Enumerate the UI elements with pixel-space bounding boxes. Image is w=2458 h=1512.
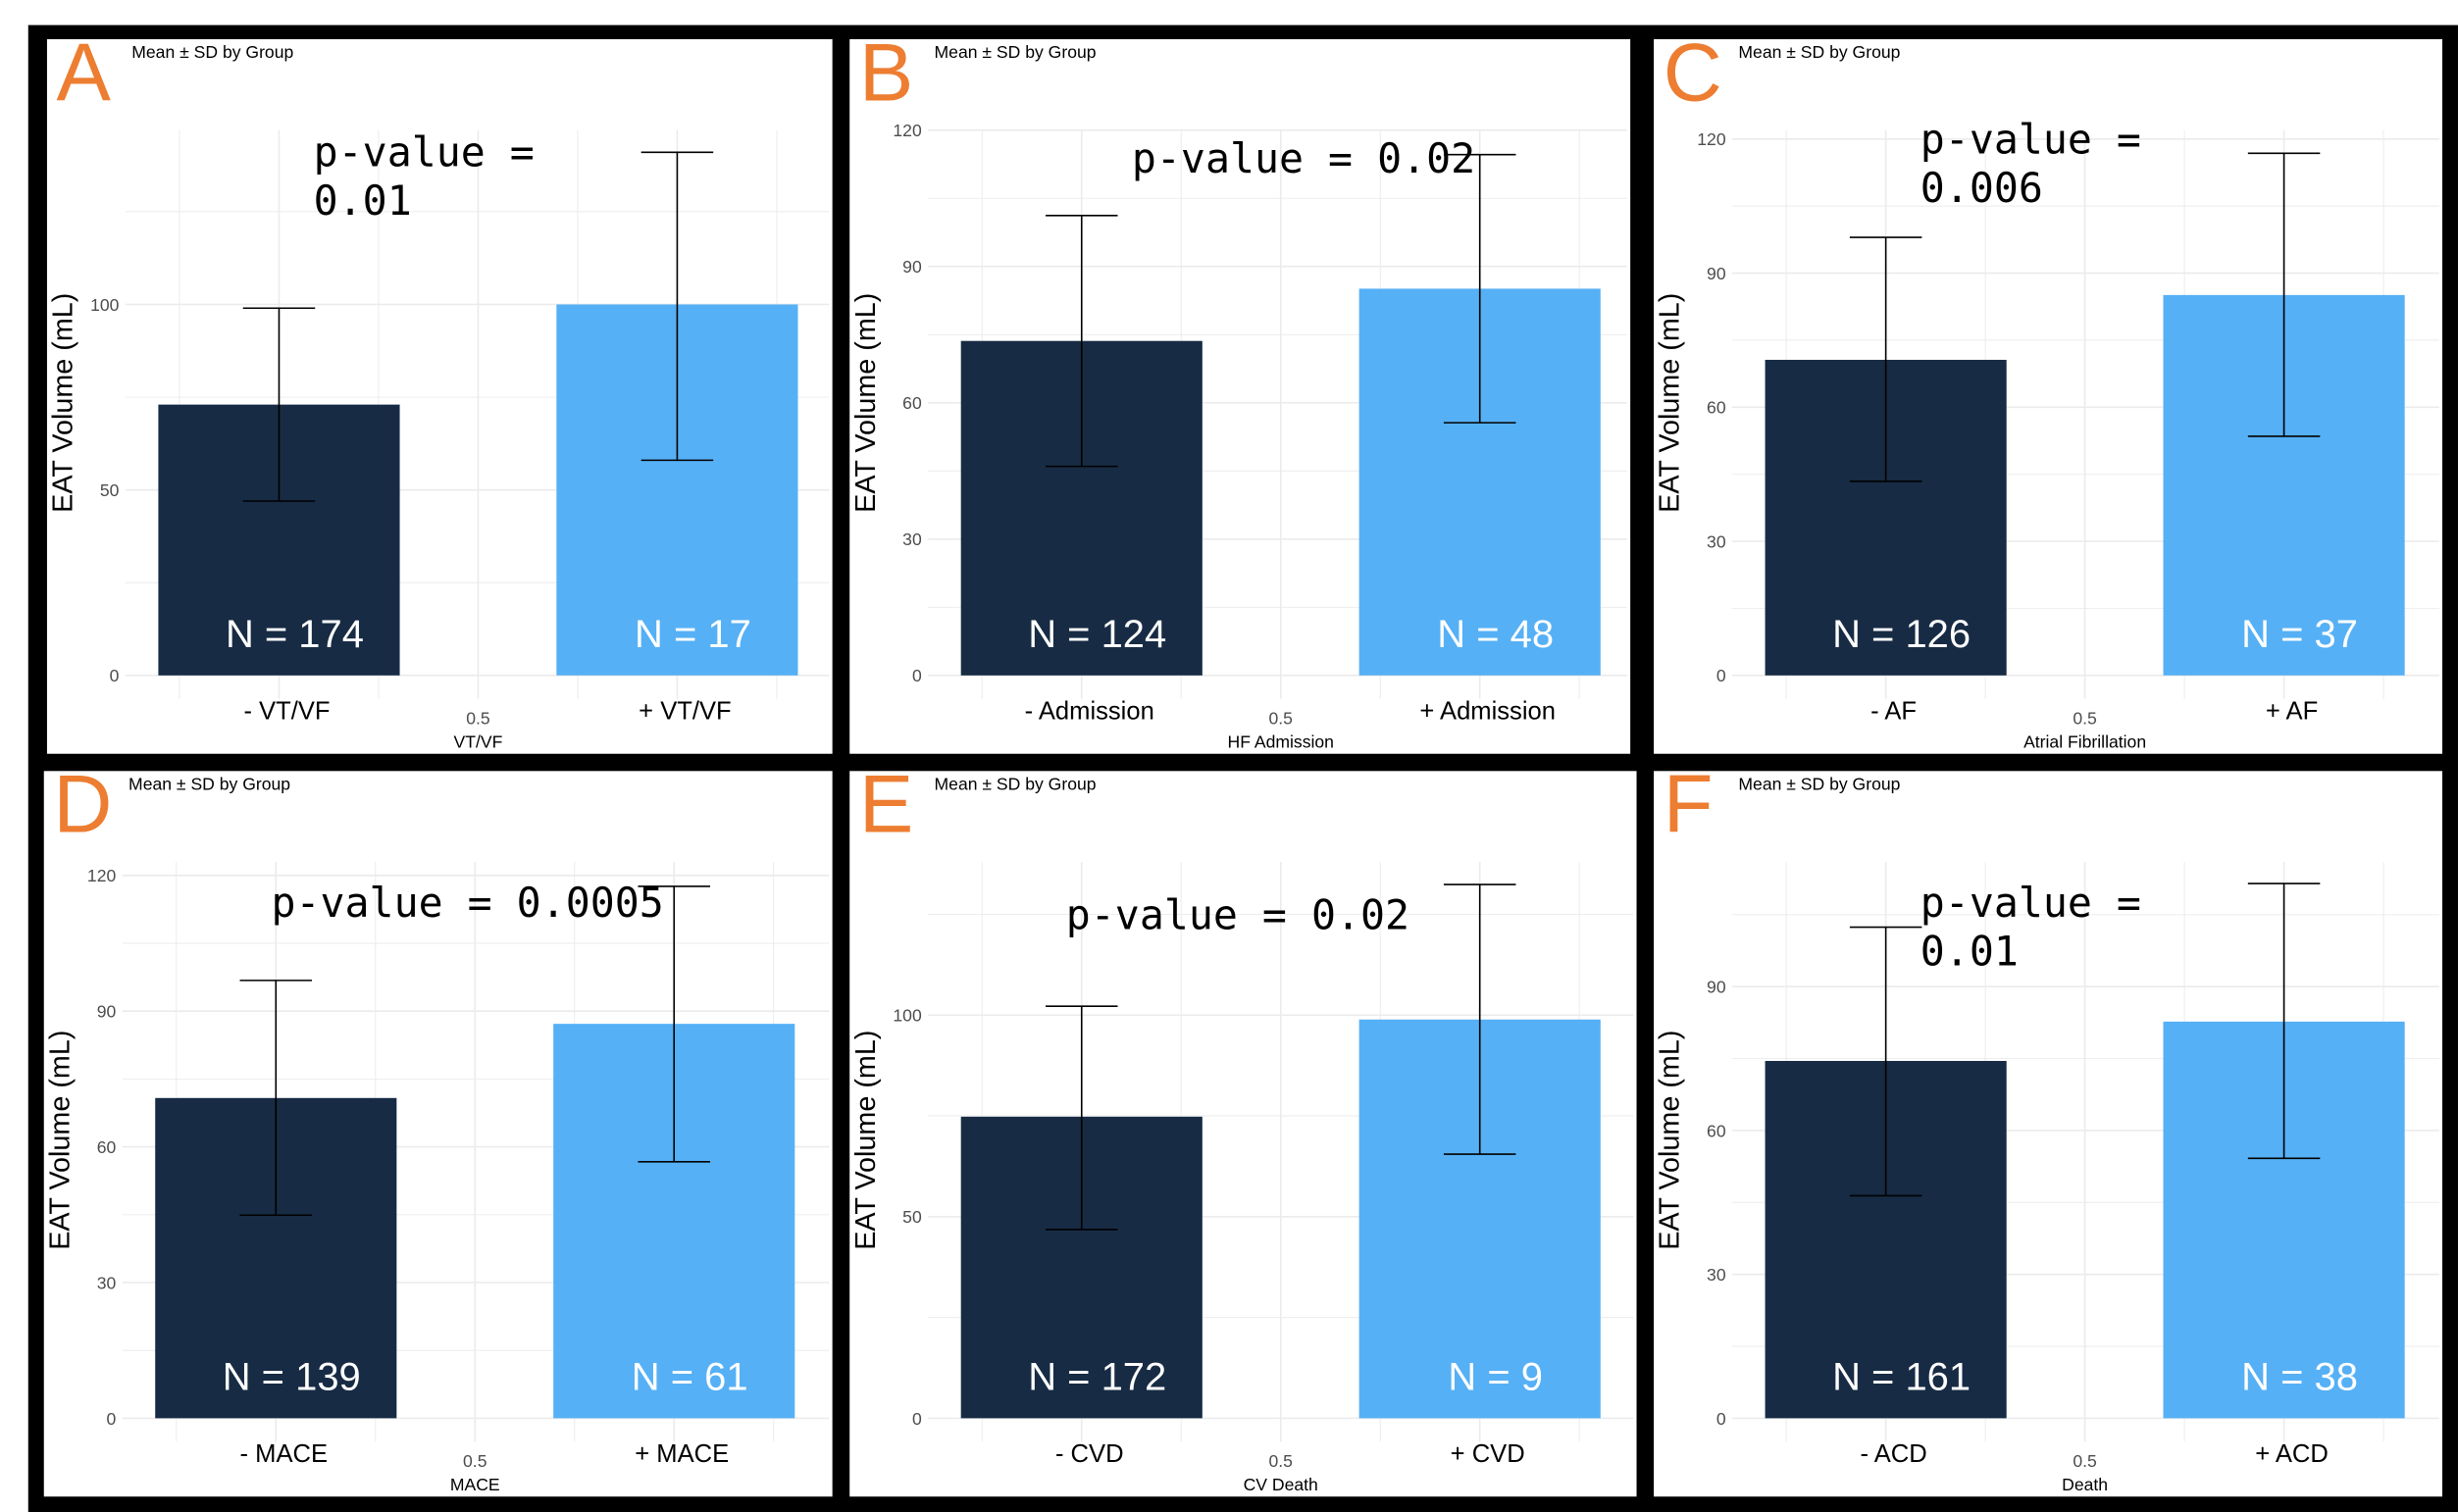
n-label: N = 9 [1448, 1356, 1543, 1399]
n-label: N = 161 [1832, 1356, 1971, 1399]
y-tick-label: 120 [1697, 129, 1726, 149]
y-tick-label: 0 [1716, 1409, 1726, 1429]
x-axis-label: MACE [450, 1475, 500, 1494]
p-value-annotation: p-value = 0.02 [1065, 892, 1410, 940]
y-tick-label: 0 [106, 1409, 116, 1429]
chart-svg: 0 30 60 90 120 N = 126 - AF N = 37 + AF 0.5 Atrial… [1655, 129, 2439, 751]
y-tick-label: 30 [1707, 531, 1726, 551]
n-label: N = 61 [632, 1356, 748, 1399]
y-tick-label: 0 [912, 666, 922, 685]
n-label: N = 124 [1028, 613, 1166, 656]
x-category-label: - AF [1870, 698, 1917, 726]
x-category-label: + CVD [1451, 1440, 1525, 1468]
chart-panel-F: 0 30 60 90 N = 161 - ACD N = 38 + ACD 0.5 Death EA… [1654, 771, 2442, 1497]
y-tick-label: 30 [1707, 1265, 1726, 1285]
y-tick-label: 60 [97, 1137, 117, 1157]
chart-title: Mean ± SD by Group [934, 43, 1097, 63]
y-tick-label: 90 [1707, 978, 1726, 997]
y-tick-label: 90 [97, 1002, 117, 1022]
chart-svg: 0 30 60 90 N = 161 - ACD N = 38 + ACD 0.5 Death EA… [1655, 862, 2439, 1494]
x-axis-label: Death [2062, 1475, 2108, 1494]
x-axis-label: VT/VF [454, 731, 503, 751]
x-category-label: - MACE [240, 1440, 328, 1468]
chart-panel-D: 0 30 60 90 120 N = 139 - MACE N = 61 + MACE 0.5 MA… [43, 771, 833, 1497]
panel-letter: E [858, 771, 914, 851]
x-category-label: - VT/VF [243, 698, 330, 726]
x-tick-label: 0.5 [463, 1451, 487, 1471]
chart-panel-B: 0 30 60 90 120 N = 124 - Admission N = 48 + Admi… [849, 38, 1631, 754]
y-axis-label: EAT Volume (mL) [1655, 293, 1686, 513]
x-category-label: + AF [2266, 698, 2318, 726]
p-value-annotation: p-value = 0.02 [1131, 136, 1476, 183]
chart-title: Mean ± SD by Group [934, 776, 1097, 795]
y-tick-label: 120 [893, 121, 922, 140]
chart-panel-E: 0 50 100 N = 172 - CVD N = 9 + CVD 0.5 CV Death E… [849, 771, 1637, 1497]
y-tick-label: 90 [902, 257, 922, 277]
p-value-annotation: p-value = 0.01 [1920, 881, 2141, 977]
y-tick-label: 0 [110, 666, 120, 685]
panel-letter: A [56, 38, 111, 120]
x-category-label: + VT/VF [639, 698, 731, 726]
chart-panel-C: 0 30 60 90 120 N = 126 - AF N = 37 + AF 0.5 Atrial… [1654, 38, 2442, 754]
chart-svg: 0 30 60 90 120 N = 139 - MACE N = 61 + MACE 0.5 MA… [44, 862, 830, 1494]
chart-svg: 0 50 100 N = 174 - VT/VF N = 17 + VT/VF 0.5 VT/V… [48, 129, 830, 751]
y-tick-label: 100 [90, 295, 120, 315]
x-tick-label: 0.5 [466, 708, 490, 728]
x-tick-label: 0.5 [2073, 1451, 2097, 1471]
x-category-label: + MACE [635, 1440, 729, 1468]
x-category-label: - CVD [1055, 1440, 1124, 1468]
chart-panel-A: 0 50 100 N = 174 - VT/VF N = 17 + VT/VF 0.5 VT/V… [46, 38, 833, 754]
y-tick-label: 30 [97, 1273, 117, 1292]
x-axis-label: CV Death [1244, 1475, 1318, 1494]
y-tick-label: 120 [87, 866, 117, 885]
x-category-label: - ACD [1861, 1440, 1927, 1468]
y-axis-label: EAT Volume (mL) [1655, 1031, 1686, 1250]
n-label: N = 37 [2241, 613, 2358, 656]
y-tick-label: 60 [1707, 1121, 1726, 1140]
p-value-annotation: p-value = 0.01 [313, 129, 535, 227]
y-tick-label: 50 [902, 1207, 922, 1227]
n-label: N = 172 [1028, 1356, 1166, 1399]
n-label: N = 139 [223, 1356, 361, 1399]
n-label: N = 17 [635, 613, 751, 656]
y-axis-label: EAT Volume (mL) [44, 1031, 76, 1250]
n-label: N = 38 [2241, 1356, 2358, 1399]
n-label: N = 126 [1832, 613, 1971, 656]
chart-title: Mean ± SD by Group [1738, 776, 1901, 795]
chart-svg: 0 30 60 90 120 N = 124 - Admission N = 48 + Admi… [850, 121, 1627, 751]
x-tick-label: 0.5 [1269, 1451, 1294, 1471]
y-tick-label: 0 [912, 1409, 922, 1429]
panel-letter: D [53, 771, 113, 851]
x-axis-label: Atrial Fibrillation [2023, 731, 2146, 751]
x-category-label: + Admission [1419, 698, 1556, 726]
chart-svg: 0 50 100 N = 172 - CVD N = 9 + CVD 0.5 CV Death E… [850, 862, 1634, 1494]
p-value-annotation: p-value = 0.006 [1920, 117, 2141, 214]
y-tick-label: 90 [1707, 264, 1726, 283]
x-category-label: - Admission [1025, 698, 1154, 726]
chart-title: Mean ± SD by Group [128, 776, 291, 795]
y-axis-label: EAT Volume (mL) [48, 293, 79, 513]
chart-title: Mean ± SD by Group [131, 43, 294, 63]
n-label: N = 174 [226, 613, 364, 656]
y-tick-label: 0 [1716, 666, 1726, 685]
x-category-label: + ACD [2255, 1440, 2329, 1468]
p-value-annotation: p-value = 0.0005 [271, 881, 664, 929]
y-tick-label: 60 [1707, 398, 1726, 418]
panel-letter: C [1663, 38, 1722, 120]
chart-title: Mean ± SD by Group [1738, 43, 1901, 63]
x-tick-label: 0.5 [2073, 708, 2097, 728]
n-label: N = 48 [1437, 613, 1554, 656]
y-tick-label: 60 [902, 393, 922, 413]
y-tick-label: 50 [100, 480, 120, 500]
panel-letter: F [1663, 771, 1714, 851]
panel-letter: B [858, 38, 914, 120]
y-tick-label: 100 [893, 1006, 922, 1026]
y-tick-label: 30 [902, 529, 922, 549]
y-axis-label: EAT Volume (mL) [850, 293, 882, 513]
x-tick-label: 0.5 [1269, 708, 1294, 728]
x-axis-label: HF Admission [1228, 731, 1334, 751]
y-axis-label: EAT Volume (mL) [850, 1031, 882, 1250]
